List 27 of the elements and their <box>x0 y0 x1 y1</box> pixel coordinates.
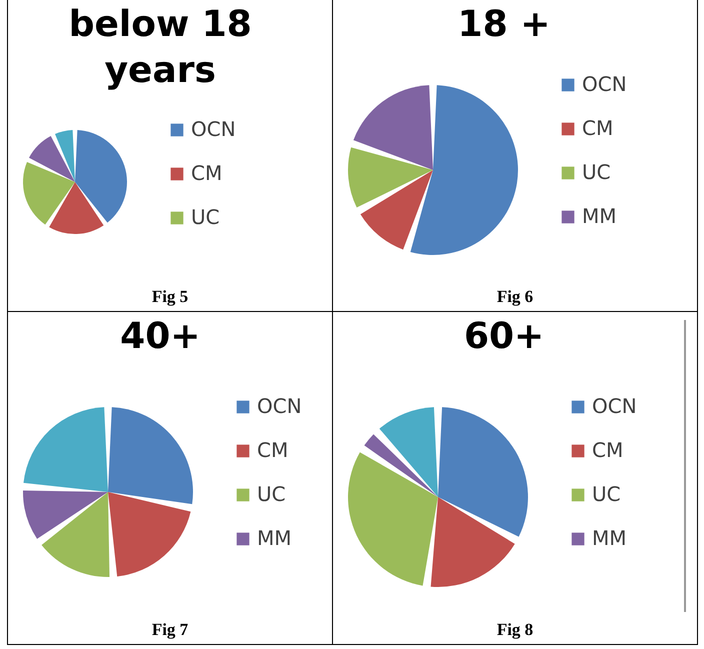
caption: Fig 5 <box>150 287 190 307</box>
legend-label: MM <box>582 204 617 228</box>
caption: Fig 6 <box>496 287 534 307</box>
legend-label: MM <box>257 526 292 550</box>
legend-label: CM <box>592 438 624 462</box>
legend-label: CM <box>582 116 614 140</box>
caption: Fig 8 <box>496 620 534 640</box>
pie-slice <box>75 130 127 223</box>
legend-label: MM <box>592 526 627 550</box>
legend-label: CM <box>257 438 288 462</box>
chart-title: 60+ <box>462 315 546 359</box>
legend-label: OCN <box>257 394 302 418</box>
pie-slice <box>28 136 75 182</box>
legend-label: OCN <box>582 72 627 96</box>
pie-slice <box>23 162 75 225</box>
chart-title: below 18 years <box>68 3 253 93</box>
legend-label: UC <box>592 482 621 506</box>
legend-label: CM <box>191 161 222 185</box>
chart-title: 18 + <box>456 3 552 47</box>
legend-label: UC <box>582 160 611 184</box>
legend-label: UC <box>257 482 286 506</box>
legend-label: OCN <box>592 394 637 418</box>
pie-slice <box>49 182 104 234</box>
caption: Fig 7 <box>150 620 190 640</box>
chart-title: 40+ <box>119 315 202 359</box>
legend-label: UC <box>191 205 220 229</box>
legend-label: OCN <box>191 117 236 141</box>
